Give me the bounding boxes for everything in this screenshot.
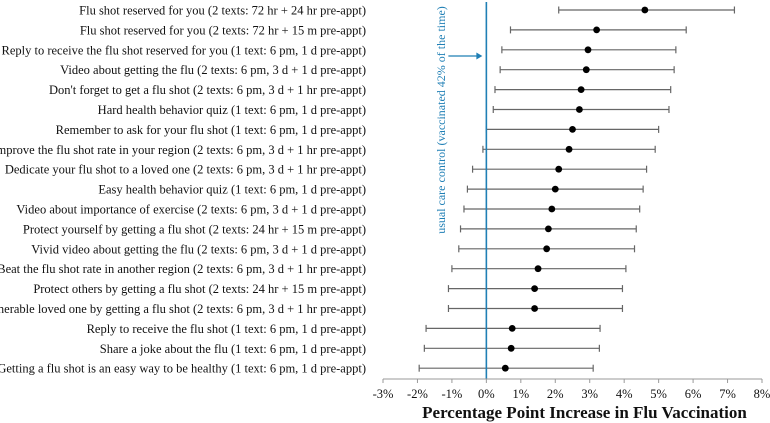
x-axis: -3% -2% -1% 0% 1% 2% 3% 4% 5% 6% 7% 8% (373, 378, 770, 401)
point-estimate (501, 364, 509, 372)
category-label: Hard health behavior quiz (1 text: 6 pm,… (98, 103, 366, 117)
point-estimate (582, 66, 590, 74)
category-label: Dedicate your flu shot to a loved one (2… (5, 163, 366, 177)
reference-arrow-head (476, 52, 483, 60)
point-estimate (507, 344, 515, 352)
point-estimate (577, 86, 585, 93)
category-label: Protect a vulnerable loved one by gettin… (0, 302, 366, 316)
category-label: Reply to receive the flu shot reserved f… (2, 43, 366, 57)
x-tick-label: 3% (581, 387, 598, 401)
category-label: Flu shot reserved for you (2 texts: 72 h… (79, 4, 366, 18)
point-estimate (531, 285, 538, 292)
reference-line-label: usual care control (vaccinated 42% of th… (434, 6, 448, 234)
x-tick-label: 4% (616, 387, 633, 401)
category-label: Share a joke about the flu (1 text: 6 pm… (100, 342, 366, 356)
x-tick-label: -3% (373, 387, 394, 401)
x-tick-label: 5% (650, 387, 667, 401)
category-label: Vivid video about getting the flu (2 tex… (31, 242, 366, 256)
x-tick-label: 2% (547, 387, 564, 401)
category-label: Flu shot reserved for you (2 texts: 72 h… (80, 23, 366, 37)
x-tick-label: 1% (512, 387, 529, 401)
point-estimate (641, 6, 649, 14)
category-label: Video about getting the flu (2 texts: 6 … (60, 63, 366, 77)
point-estimate (575, 106, 583, 113)
x-tick-label: 0% (478, 387, 495, 401)
category-label: Protect yourself by getting a flu shot (… (23, 222, 366, 236)
point-estimate (593, 26, 601, 34)
point-estimate (508, 325, 516, 332)
point-estimate (555, 165, 563, 173)
confidence-intervals (418, 6, 736, 372)
x-tick-label: 8% (754, 387, 770, 401)
point-estimate (534, 265, 542, 273)
category-label: Easy health behavior quiz (1 text: 6 pm,… (98, 183, 366, 197)
point-estimate (544, 225, 552, 233)
x-tick-label: 6% (685, 387, 702, 401)
x-axis-title: Percentage Point Increase in Flu Vaccina… (422, 403, 747, 422)
point-estimate (543, 245, 551, 253)
category-labels: Flu shot reserved for you (2 texts: 72 h… (0, 4, 366, 376)
category-label: Remember to ask for your flu shot (1 tex… (56, 123, 366, 137)
point-estimate (531, 305, 538, 312)
category-label: Don't forget to get a flu shot (2 texts:… (49, 83, 366, 97)
x-tick-label: 7% (719, 387, 736, 401)
point-estimate (565, 145, 573, 153)
point-estimate (584, 46, 592, 54)
point-estimate (569, 125, 576, 133)
category-label: Reply to receive the flu shot (1 text: 6… (87, 322, 366, 336)
category-label: Beat the flu shot rate in another region… (0, 262, 366, 276)
point-estimate (548, 205, 556, 213)
category-label: Improve the flu shot rate in your region… (0, 143, 366, 157)
point-estimate (551, 185, 559, 193)
category-label: Video about importance of exercise (2 te… (16, 203, 366, 217)
category-label: Getting a flu shot is an easy way to be … (0, 362, 366, 376)
category-label: Protect others by getting a flu shot (2 … (33, 282, 366, 296)
point-estimates (501, 6, 649, 372)
reference-line-group: usual care control (vaccinated 42% of th… (434, 2, 488, 379)
x-tick-label: -1% (441, 387, 462, 401)
x-tick-label: -2% (407, 387, 428, 401)
